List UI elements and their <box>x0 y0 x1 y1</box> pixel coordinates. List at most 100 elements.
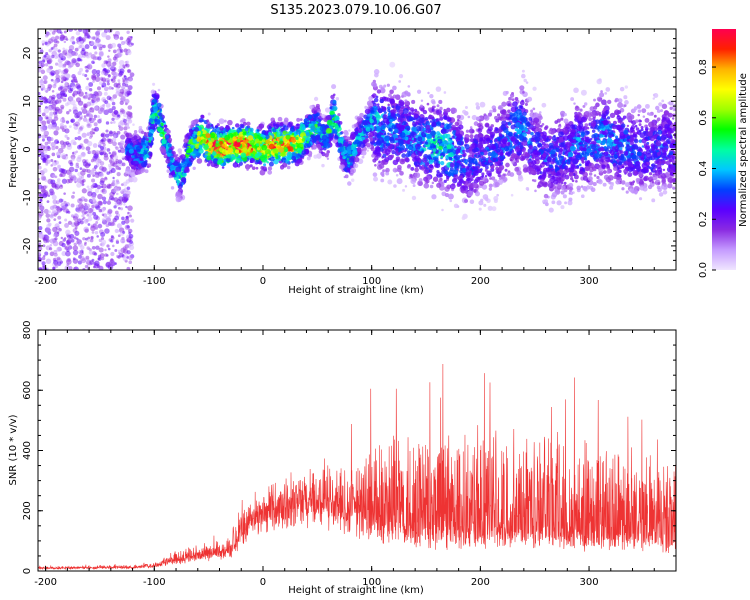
heatmap-point <box>395 173 399 177</box>
heatmap-point <box>98 267 103 270</box>
heatmap-point <box>366 149 370 152</box>
heatmap-point <box>47 98 52 102</box>
heatmap-point <box>216 123 220 127</box>
heatmap-point <box>534 189 537 193</box>
heatmap-point <box>81 183 85 186</box>
heatmap-point <box>93 114 98 119</box>
heatmap-point <box>80 40 84 44</box>
heatmap-point <box>62 97 67 102</box>
heatmap-point <box>563 181 567 185</box>
heatmap-point <box>85 255 90 260</box>
heatmap-point <box>420 99 424 102</box>
heatmap-point <box>129 214 132 218</box>
heatmap-point <box>90 235 94 240</box>
heatmap-point <box>87 207 94 214</box>
heatmap-point <box>175 153 179 157</box>
heatmap-point <box>446 175 450 180</box>
heatmap-point <box>614 135 619 139</box>
heatmap-point <box>51 194 57 200</box>
heatmap-point <box>92 174 95 177</box>
heatmap-point <box>87 140 93 147</box>
heatmap-point <box>96 69 101 74</box>
heatmap-point <box>78 203 84 209</box>
heatmap-point <box>108 86 113 90</box>
heatmap-point <box>661 103 668 110</box>
heatmap-point <box>47 83 53 89</box>
heatmap-point <box>88 163 91 166</box>
heatmap-point <box>125 215 129 219</box>
heatmap-point <box>102 79 106 83</box>
heatmap-point <box>119 144 123 148</box>
heatmap-point <box>101 63 106 68</box>
heatmap-point <box>647 184 653 190</box>
heatmap-point <box>121 40 126 46</box>
heatmap-point <box>601 99 607 106</box>
heatmap-point <box>77 131 81 135</box>
heatmap-point <box>61 242 66 248</box>
heatmap-point <box>86 185 90 189</box>
heatmap-point <box>347 181 352 186</box>
heatmap-point <box>402 188 405 192</box>
heatmap-point <box>90 159 95 163</box>
heatmap-point <box>538 111 542 114</box>
heatmap-point <box>94 105 99 110</box>
heatmap-point <box>63 200 67 204</box>
heatmap-point <box>113 205 117 209</box>
heatmap-point <box>120 134 126 140</box>
heatmap-point <box>44 141 49 146</box>
heatmap-point <box>97 200 103 206</box>
heatmap-point <box>367 110 371 113</box>
heatmap-point <box>47 118 51 123</box>
heatmap-point <box>88 117 92 121</box>
heatmap-point <box>93 153 99 159</box>
heatmap-point <box>388 93 392 98</box>
heatmap-point <box>115 239 119 243</box>
heatmap-point <box>81 188 87 194</box>
heatmap-point <box>38 215 42 221</box>
heatmap-point <box>108 159 113 163</box>
heatmap-point <box>84 168 89 173</box>
heatmap-point <box>438 99 443 105</box>
heatmap-point <box>104 176 108 180</box>
heatmap-point <box>111 42 117 48</box>
heatmap-point <box>56 231 60 234</box>
heatmap-point <box>38 116 43 122</box>
heatmap-point <box>53 46 58 52</box>
heatmap-point <box>91 230 95 234</box>
heatmap-point <box>324 107 331 113</box>
heatmap-point <box>59 122 64 127</box>
heatmap-point <box>119 112 123 116</box>
heatmap-point <box>104 228 110 234</box>
heatmap-point <box>522 111 527 116</box>
heatmap-point <box>60 153 67 159</box>
heatmap-point <box>590 187 596 193</box>
heatmap-point <box>101 196 107 201</box>
heatmap-point <box>390 154 395 159</box>
heatmap-point <box>576 185 581 191</box>
heatmap-point <box>113 131 116 134</box>
heatmap-point <box>68 166 75 173</box>
heatmap-point <box>94 51 98 55</box>
heatmap-point <box>398 80 402 83</box>
heatmap-point <box>313 96 319 102</box>
heatmap-point <box>560 117 564 121</box>
heatmap-point <box>125 179 131 184</box>
heatmap-point <box>62 63 67 67</box>
heatmap-point <box>378 160 381 164</box>
heatmap-point <box>563 112 567 117</box>
heatmap-point <box>91 128 95 131</box>
heatmap-point <box>45 116 49 120</box>
heatmap-point <box>44 63 49 67</box>
heatmap-point <box>86 213 90 217</box>
heatmap-point <box>99 107 103 112</box>
heatmap-point <box>103 189 107 193</box>
heatmap-point <box>117 79 121 83</box>
heatmap-point <box>74 230 80 236</box>
heatmap-point <box>94 41 99 47</box>
heatmap-point <box>55 74 61 80</box>
heatmap-point <box>81 214 85 218</box>
heatmap-point <box>53 213 57 217</box>
heatmap-point <box>74 226 78 230</box>
heatmap-point <box>66 243 70 246</box>
